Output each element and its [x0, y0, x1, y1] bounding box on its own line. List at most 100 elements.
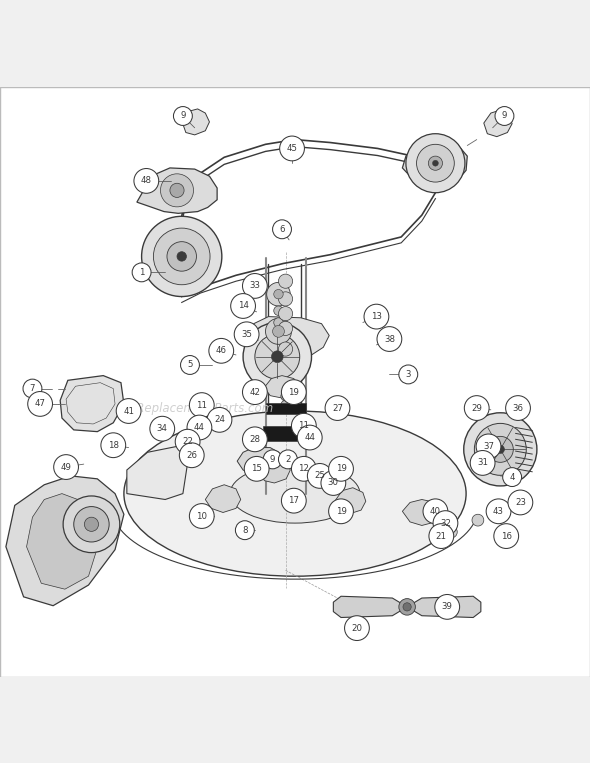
Circle shape	[325, 396, 350, 420]
Text: 33: 33	[250, 282, 260, 291]
Text: 29: 29	[471, 404, 482, 413]
Circle shape	[242, 273, 267, 298]
Polygon shape	[205, 485, 241, 513]
Text: 32: 32	[440, 519, 451, 527]
Circle shape	[271, 351, 283, 362]
Circle shape	[423, 499, 448, 523]
Circle shape	[173, 107, 192, 125]
Text: 27: 27	[332, 404, 343, 413]
Polygon shape	[247, 317, 329, 357]
Circle shape	[486, 499, 511, 523]
Text: 35: 35	[241, 330, 252, 339]
Circle shape	[132, 263, 151, 282]
Text: 3: 3	[405, 370, 411, 379]
Circle shape	[278, 291, 293, 306]
Circle shape	[428, 156, 442, 170]
Text: 9: 9	[180, 111, 186, 121]
Polygon shape	[182, 109, 209, 135]
Circle shape	[242, 427, 267, 452]
Circle shape	[160, 174, 194, 207]
FancyBboxPatch shape	[266, 404, 306, 414]
Circle shape	[494, 523, 519, 549]
Text: 49: 49	[61, 462, 71, 472]
Polygon shape	[333, 596, 407, 617]
Text: 9: 9	[270, 455, 276, 464]
Text: 48: 48	[141, 176, 152, 185]
Circle shape	[170, 183, 184, 198]
Circle shape	[274, 289, 283, 299]
Polygon shape	[60, 375, 124, 432]
Circle shape	[243, 323, 312, 391]
Text: 7: 7	[30, 384, 35, 393]
Circle shape	[291, 456, 316, 481]
Circle shape	[278, 274, 293, 288]
Circle shape	[377, 327, 402, 352]
Circle shape	[281, 380, 306, 404]
Circle shape	[153, 228, 210, 285]
Text: 28: 28	[250, 435, 260, 444]
Text: 40: 40	[430, 507, 441, 516]
Text: 38: 38	[384, 334, 395, 343]
Circle shape	[266, 318, 291, 344]
Circle shape	[445, 526, 457, 538]
Circle shape	[235, 520, 254, 539]
Text: 19: 19	[289, 388, 299, 397]
Text: 17: 17	[289, 496, 299, 505]
Text: 8: 8	[242, 526, 248, 535]
Circle shape	[445, 514, 457, 526]
Text: 47: 47	[35, 399, 45, 408]
Text: 2: 2	[285, 455, 291, 464]
Text: 37: 37	[483, 442, 494, 451]
Ellipse shape	[124, 411, 466, 576]
Circle shape	[435, 594, 460, 620]
Circle shape	[244, 456, 269, 481]
Circle shape	[177, 252, 186, 261]
Text: 44: 44	[194, 423, 205, 432]
Circle shape	[23, 379, 42, 398]
Text: eReplacementParts.com: eReplacementParts.com	[130, 401, 274, 414]
Polygon shape	[402, 140, 467, 187]
FancyBboxPatch shape	[263, 427, 307, 440]
Text: 31: 31	[477, 459, 488, 468]
Circle shape	[307, 463, 332, 488]
Text: 13: 13	[371, 312, 382, 321]
Text: 10: 10	[196, 511, 207, 520]
Circle shape	[209, 339, 234, 363]
Circle shape	[506, 396, 530, 420]
Text: 1: 1	[139, 268, 145, 277]
Circle shape	[297, 425, 322, 450]
Text: 16: 16	[501, 532, 512, 540]
Circle shape	[150, 417, 175, 441]
Polygon shape	[237, 448, 283, 475]
Text: 43: 43	[493, 507, 504, 516]
Circle shape	[255, 334, 300, 379]
Text: 24: 24	[214, 415, 225, 424]
Circle shape	[263, 450, 282, 468]
Circle shape	[487, 436, 513, 462]
Text: 18: 18	[108, 441, 119, 449]
Circle shape	[399, 365, 418, 384]
Text: 6: 6	[279, 225, 285, 233]
Circle shape	[116, 398, 141, 423]
Text: 34: 34	[157, 424, 168, 433]
Text: 45: 45	[287, 144, 297, 153]
Text: 5: 5	[187, 360, 193, 369]
Text: 26: 26	[186, 451, 197, 460]
Circle shape	[134, 169, 159, 193]
Circle shape	[403, 603, 411, 611]
Circle shape	[280, 136, 304, 161]
Text: 19: 19	[336, 507, 346, 516]
Circle shape	[470, 450, 495, 475]
Circle shape	[179, 443, 204, 468]
Circle shape	[476, 434, 501, 459]
Circle shape	[175, 430, 200, 454]
Text: 12: 12	[299, 465, 309, 473]
Circle shape	[464, 396, 489, 420]
Circle shape	[472, 514, 484, 526]
Polygon shape	[402, 500, 441, 526]
Circle shape	[278, 307, 293, 320]
Circle shape	[181, 356, 199, 375]
Text: 44: 44	[304, 433, 315, 442]
Text: 46: 46	[216, 346, 227, 356]
Text: 25: 25	[314, 472, 325, 481]
